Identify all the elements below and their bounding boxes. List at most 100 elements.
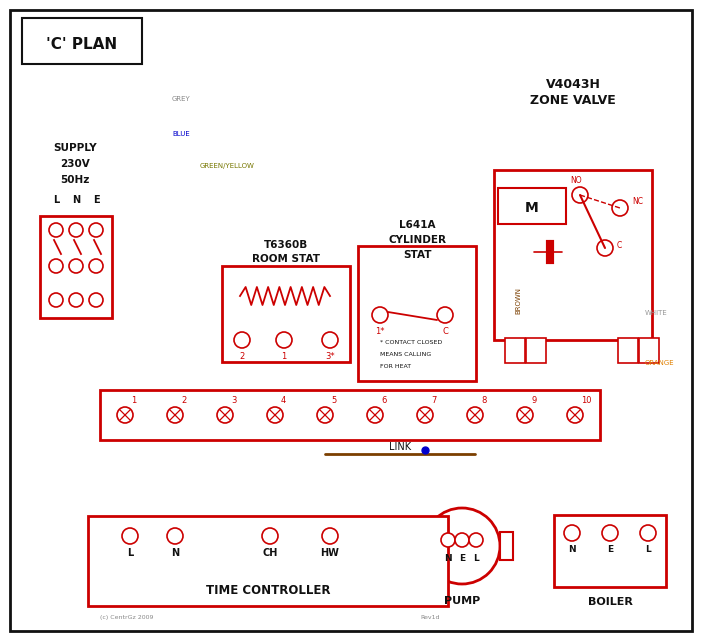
Bar [618, 338, 638, 363]
Circle shape [262, 528, 278, 544]
Text: BROWN: BROWN [515, 287, 521, 313]
Circle shape [567, 407, 583, 423]
Circle shape [89, 259, 103, 273]
Circle shape [441, 533, 455, 547]
Text: TIME CONTROLLER: TIME CONTROLLER [206, 583, 330, 597]
Text: 8: 8 [481, 396, 486, 405]
Text: N: N [444, 554, 452, 563]
Circle shape [49, 259, 63, 273]
Circle shape [89, 223, 103, 237]
Bar [358, 246, 476, 381]
Circle shape [122, 528, 138, 544]
Text: 10: 10 [581, 396, 592, 405]
Circle shape [564, 525, 580, 541]
Text: 3: 3 [231, 396, 237, 405]
Text: 7: 7 [431, 396, 437, 405]
Text: 2: 2 [181, 396, 186, 405]
Bar [22, 18, 142, 64]
Text: L641A: L641A [399, 220, 435, 230]
Bar [40, 216, 112, 318]
Text: GREY: GREY [172, 96, 191, 102]
Text: E: E [459, 554, 465, 563]
Text: L: L [127, 548, 133, 558]
Text: BLUE: BLUE [172, 131, 190, 137]
Circle shape [69, 259, 83, 273]
Text: N: N [72, 195, 80, 205]
Bar [411, 532, 424, 560]
Text: ROOM STAT: ROOM STAT [252, 254, 320, 264]
Text: 2: 2 [239, 352, 244, 361]
Circle shape [322, 528, 338, 544]
Bar [505, 338, 525, 363]
Text: 5: 5 [331, 396, 336, 405]
Text: ORANGE: ORANGE [645, 360, 675, 366]
Text: BOILER: BOILER [588, 597, 633, 607]
Text: 6: 6 [381, 396, 386, 405]
Text: SUPPLY: SUPPLY [53, 143, 97, 153]
Circle shape [69, 223, 83, 237]
Text: 'C' PLAN: 'C' PLAN [46, 37, 117, 51]
Text: E: E [93, 195, 99, 205]
Circle shape [89, 293, 103, 307]
Text: N: N [171, 548, 179, 558]
Text: 1: 1 [282, 352, 286, 361]
Text: NC: NC [632, 197, 643, 206]
Text: E: E [607, 545, 613, 554]
Bar [494, 170, 652, 340]
Circle shape [572, 187, 588, 203]
Text: 4: 4 [281, 396, 286, 405]
Circle shape [234, 332, 250, 348]
Circle shape [455, 533, 469, 547]
Text: MEANS CALLING: MEANS CALLING [380, 352, 431, 357]
Text: 1*: 1* [376, 327, 385, 336]
Bar [222, 266, 350, 362]
Text: CYLINDER: CYLINDER [388, 235, 446, 245]
Circle shape [467, 407, 483, 423]
Circle shape [167, 528, 183, 544]
Bar [554, 515, 666, 587]
Circle shape [322, 332, 338, 348]
Text: GREEN/YELLOW: GREEN/YELLOW [200, 163, 255, 169]
Bar [88, 516, 448, 606]
Text: L: L [53, 195, 59, 205]
Text: L: L [473, 554, 479, 563]
Text: PUMP: PUMP [444, 596, 480, 606]
Text: L: L [645, 545, 651, 554]
Text: N: N [568, 545, 576, 554]
Circle shape [217, 407, 233, 423]
Text: Rev1d: Rev1d [420, 615, 439, 620]
Circle shape [276, 332, 292, 348]
Bar [500, 532, 513, 560]
Text: WHITE: WHITE [645, 310, 668, 316]
Circle shape [117, 407, 133, 423]
Text: T6360B: T6360B [264, 240, 308, 250]
Bar [639, 338, 659, 363]
Circle shape [167, 407, 183, 423]
Circle shape [597, 240, 613, 256]
Text: V4043H: V4043H [545, 78, 600, 91]
Text: * CONTACT CLOSED: * CONTACT CLOSED [380, 340, 442, 345]
Circle shape [640, 525, 656, 541]
Circle shape [517, 407, 533, 423]
Text: 230V: 230V [60, 159, 90, 169]
Circle shape [367, 407, 383, 423]
Text: CH: CH [263, 548, 278, 558]
Text: 50Hz: 50Hz [60, 175, 90, 185]
Text: ZONE VALVE: ZONE VALVE [530, 94, 616, 107]
Text: C: C [442, 327, 448, 336]
Bar [100, 390, 600, 440]
Text: (c) CentrGz 2009: (c) CentrGz 2009 [100, 615, 154, 620]
Circle shape [417, 407, 433, 423]
Circle shape [267, 407, 283, 423]
Text: NO: NO [570, 176, 582, 185]
Text: 3*: 3* [325, 352, 335, 361]
Circle shape [469, 533, 483, 547]
Text: FOR HEAT: FOR HEAT [380, 364, 411, 369]
Text: 9: 9 [531, 396, 536, 405]
Circle shape [612, 200, 628, 216]
Bar [526, 338, 546, 363]
Circle shape [437, 307, 453, 323]
Text: M: M [525, 201, 539, 215]
Circle shape [372, 307, 388, 323]
Circle shape [49, 293, 63, 307]
